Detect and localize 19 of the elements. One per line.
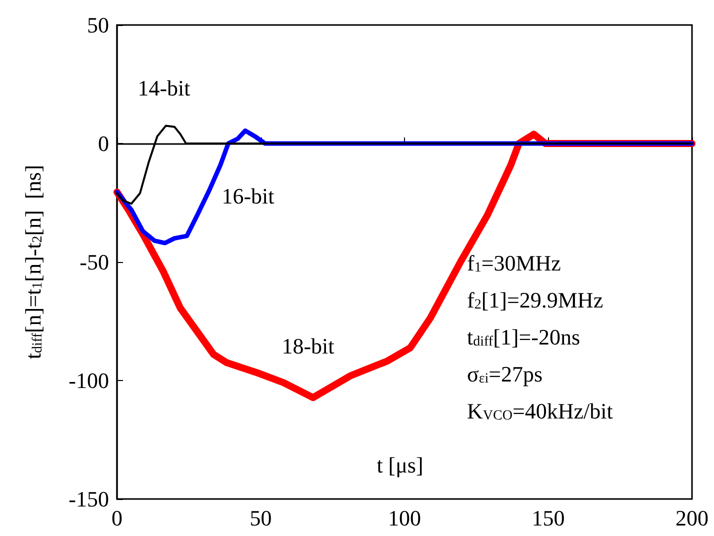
annotation: f1=30MHz bbox=[467, 250, 562, 276]
y-axis-title: tdiff[n]=t1[n]-t2[n] [ns] bbox=[20, 164, 46, 360]
annotation: σεi=27ps bbox=[467, 362, 543, 386]
x-tick-label: 100 bbox=[388, 506, 421, 530]
annotation: tdiff[1]=-20ns bbox=[467, 324, 580, 350]
x-tick-label: 150 bbox=[532, 506, 565, 530]
x-tick-label: 50 bbox=[250, 506, 272, 530]
x-axis-title: t [μs] bbox=[376, 452, 424, 478]
y-tick-label: -100 bbox=[68, 368, 109, 393]
y-tick-label: 50 bbox=[87, 12, 109, 38]
x-tick-label: 200 bbox=[676, 506, 708, 530]
annotation: 18-bit bbox=[282, 334, 334, 358]
annotation: f2[1]=29.9MHz bbox=[467, 288, 604, 312]
y-tick-label: 0 bbox=[98, 131, 109, 156]
annotation: 16-bit bbox=[222, 184, 274, 208]
y-tick-label: -50 bbox=[80, 250, 109, 274]
annotation: 14-bit bbox=[138, 76, 190, 100]
y-tick-label: -150 bbox=[68, 486, 109, 512]
annotation: KVCO=40kHz/bit bbox=[467, 398, 613, 424]
